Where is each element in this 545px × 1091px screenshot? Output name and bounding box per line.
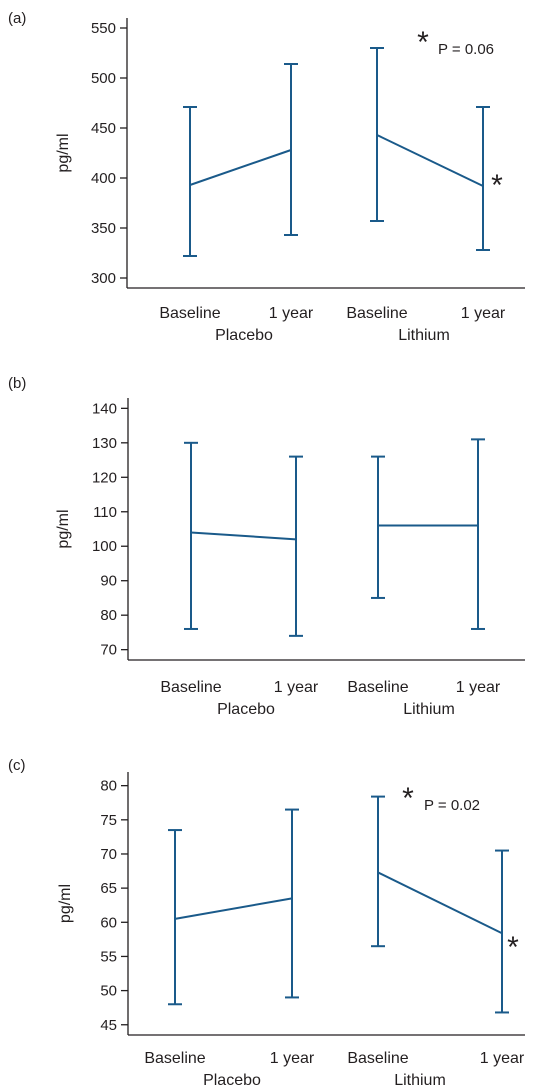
x-category-label: 1 year bbox=[456, 679, 501, 696]
mean-line bbox=[189, 149, 292, 186]
x-category-label: Baseline bbox=[159, 305, 220, 322]
y-tick-label: 70 bbox=[100, 846, 117, 863]
y-tick-label: 65 bbox=[100, 880, 117, 897]
y-tick-label: 300 bbox=[91, 270, 116, 287]
panel-label: (a) bbox=[8, 10, 26, 27]
series-lithium bbox=[370, 47, 490, 251]
y-tick-label: 55 bbox=[100, 948, 117, 965]
y-tick-label: 500 bbox=[91, 70, 116, 87]
series-lithium bbox=[371, 795, 509, 1014]
x-group-label: Placebo bbox=[203, 1072, 261, 1089]
y-tick-label: 140 bbox=[92, 400, 117, 417]
x-category-label: 1 year bbox=[480, 1050, 525, 1067]
y-tick-label: 350 bbox=[91, 220, 116, 237]
x-group-label: Lithium bbox=[398, 327, 450, 344]
significance-star: * bbox=[402, 782, 414, 815]
y-tick-label: 80 bbox=[100, 607, 117, 624]
y-tick-label: 100 bbox=[92, 538, 117, 555]
y-tick-label: 450 bbox=[91, 120, 116, 137]
y-tick-label: 45 bbox=[100, 1017, 117, 1034]
p-value-annotation: P = 0.02 bbox=[424, 797, 480, 814]
mean-line bbox=[376, 134, 484, 187]
significance-star: * bbox=[491, 169, 503, 202]
mean-line bbox=[377, 871, 503, 935]
y-tick-label: 75 bbox=[100, 812, 117, 829]
y-tick-label: 80 bbox=[100, 778, 117, 795]
x-category-label: 1 year bbox=[274, 679, 319, 696]
series-placebo bbox=[168, 808, 299, 1006]
y-tick-label: 120 bbox=[92, 469, 117, 486]
x-category-label: 1 year bbox=[461, 305, 506, 322]
x-group-label: Placebo bbox=[217, 701, 275, 718]
x-category-label: Baseline bbox=[160, 679, 221, 696]
y-tick-label: 70 bbox=[100, 642, 117, 659]
y-tick-label: 110 bbox=[93, 504, 117, 521]
series-placebo bbox=[184, 441, 303, 637]
series-placebo bbox=[183, 63, 298, 257]
y-tick-label: 130 bbox=[92, 435, 117, 452]
series-lithium bbox=[371, 438, 485, 630]
x-group-label: Placebo bbox=[215, 327, 273, 344]
mean-line bbox=[174, 897, 293, 920]
x-category-label: 1 year bbox=[269, 305, 314, 322]
y-tick-label: 90 bbox=[100, 573, 117, 590]
significance-star: * bbox=[417, 26, 429, 59]
x-category-label: Baseline bbox=[144, 1050, 205, 1067]
y-axis-label: pg/ml bbox=[55, 509, 72, 548]
chart-panel-b: (b) 70 80 90 100 110 120 130 140 pg/ml Baseline 1 y… bbox=[8, 375, 525, 718]
y-tick-label: 60 bbox=[100, 914, 117, 931]
x-category-label: Baseline bbox=[347, 1050, 408, 1067]
x-category-label: Baseline bbox=[346, 305, 407, 322]
y-tick-label: 550 bbox=[91, 20, 116, 37]
chart-panel-a: (a) 300 350 400 450 500 550 pg/ml Baseline 1 year… bbox=[8, 10, 525, 344]
x-group-label: Lithium bbox=[394, 1072, 446, 1089]
p-value-annotation: P = 0.06 bbox=[438, 41, 494, 58]
x-group-label: Lithium bbox=[403, 701, 455, 718]
y-axis-label: pg/ml bbox=[57, 884, 74, 923]
mean-line bbox=[190, 531, 297, 541]
y-tick-label: 400 bbox=[91, 170, 116, 187]
x-category-label: 1 year bbox=[270, 1050, 315, 1067]
chart-panel-c: (c) 45 50 55 60 65 70 75 80 pg/ml Baseline 1 year Ba… bbox=[8, 757, 525, 1089]
significance-star: * bbox=[507, 931, 519, 964]
y-tick-label: 50 bbox=[100, 983, 117, 1000]
x-category-label: Baseline bbox=[347, 679, 408, 696]
panel-label: (c) bbox=[8, 757, 26, 774]
y-axis-label: pg/ml bbox=[55, 133, 72, 172]
panel-label: (b) bbox=[8, 375, 26, 392]
